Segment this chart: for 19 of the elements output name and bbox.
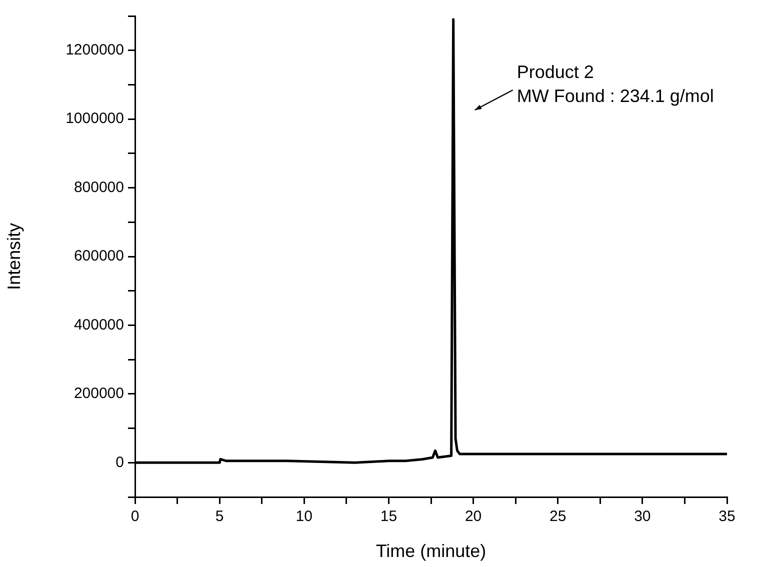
x-tick-label: 30 xyxy=(634,508,651,526)
x-tick-label: 0 xyxy=(130,508,140,526)
x-tick-label: 10 xyxy=(296,508,312,526)
y-axis-title: Intensity xyxy=(4,222,24,290)
y-tick-label: 1200000 xyxy=(66,42,124,58)
annotation: MW Found : 234.1 g/mol xyxy=(516,86,714,106)
x-tick-label: 15 xyxy=(380,508,398,526)
y-tick-label: 1000000 xyxy=(66,110,124,128)
x-tick-label: 5 xyxy=(215,508,224,526)
x-tick-label: 20 xyxy=(464,508,482,526)
y-tick-label: 600000 xyxy=(74,248,124,265)
x-axis-title: Time (minute) xyxy=(376,541,486,562)
y-tick-label: 400000 xyxy=(74,316,124,334)
y-tick-label: 200000 xyxy=(74,385,124,402)
y-tick-label: 0 xyxy=(116,454,124,471)
y-tick-label: 800000 xyxy=(74,178,124,196)
annotation: Product 2 xyxy=(516,62,594,82)
x-tick-label: 35 xyxy=(718,508,736,526)
x-tick-label: 25 xyxy=(550,508,566,526)
